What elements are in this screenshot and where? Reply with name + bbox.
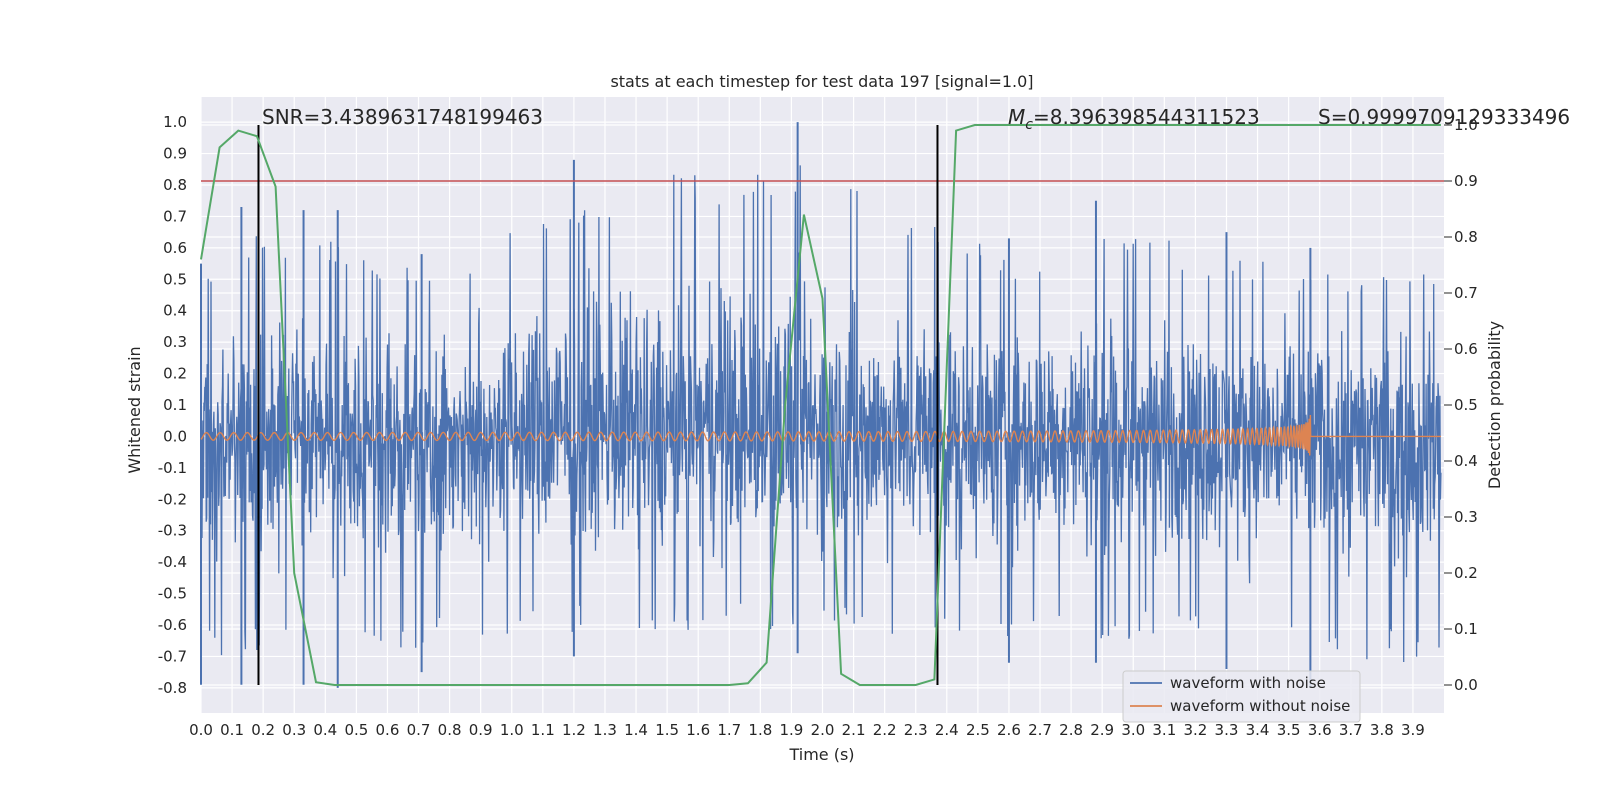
right-y-tick-label: 0.6 bbox=[1454, 340, 1478, 358]
x-tick-label: 1.7 bbox=[717, 721, 741, 739]
left-y-tick-label: 1.0 bbox=[163, 113, 187, 131]
right-y-tick-labels: 1.0 0.9 0.8 0.7 0.6 0.5 0.4 0.3 0.2 0.1 0.0 bbox=[1444, 116, 1478, 694]
legend: waveform with noise waveform without noi… bbox=[1122, 670, 1361, 723]
chirp-mass-annotation: Mc=8.396398544311523 bbox=[1008, 105, 1260, 133]
left-y-tick-label: 0.9 bbox=[163, 145, 187, 163]
left-y-tick-label: -0.2 bbox=[158, 490, 187, 508]
x-tick-label: 1.4 bbox=[624, 721, 648, 739]
left-y-tick-label: 0.4 bbox=[163, 302, 187, 320]
x-tick-label: 2.2 bbox=[873, 721, 897, 739]
x-tick-label: 3.0 bbox=[1121, 721, 1145, 739]
left-y-tick-label: 0.2 bbox=[163, 365, 187, 383]
detection-probability-series bbox=[200, 124, 1441, 686]
right-y-tick-label: 0.9 bbox=[1454, 172, 1478, 190]
x-tick-label: 0.5 bbox=[344, 721, 368, 739]
x-tick-labels: 0.0 0.1 0.2 0.3 0.4 0.5 0.6 0.7 0.8 0.9 1.0 1.1 1.2 1… bbox=[189, 721, 1425, 739]
left-y-tick-label: 0.8 bbox=[163, 176, 187, 194]
waveform-with-noise-series bbox=[200, 122, 1442, 688]
x-tick-label: 3.3 bbox=[1215, 721, 1239, 739]
left-y-tick-label: -0.8 bbox=[158, 679, 187, 697]
left-y-tick-label: 0.6 bbox=[163, 239, 187, 257]
left-y-tick-label: -0.6 bbox=[158, 616, 187, 634]
x-tick-label: 3.8 bbox=[1370, 721, 1394, 739]
x-tick-label: 3.2 bbox=[1183, 721, 1207, 739]
left-y-tick-label: -0.3 bbox=[158, 522, 187, 540]
x-tick-label: 3.7 bbox=[1339, 721, 1363, 739]
x-tick-label: 0.9 bbox=[469, 721, 493, 739]
right-y-tick-label: 1.0 bbox=[1454, 116, 1478, 134]
x-tick-label: 2.0 bbox=[811, 721, 835, 739]
left-y-axis-label: Whitened strain bbox=[125, 346, 144, 473]
left-y-tick-label: 0.7 bbox=[163, 207, 187, 225]
x-tick-label: 2.9 bbox=[1090, 721, 1114, 739]
x-tick-label: 3.4 bbox=[1246, 721, 1270, 739]
x-tick-label: 0.1 bbox=[220, 721, 244, 739]
x-tick-label: 2.5 bbox=[966, 721, 990, 739]
x-tick-label: 2.8 bbox=[1059, 721, 1083, 739]
noisy-waveform-line bbox=[200, 165, 1442, 663]
left-y-tick-label: -0.1 bbox=[158, 459, 187, 477]
x-tick-label: 2.4 bbox=[935, 721, 959, 739]
x-tick-label: 1.1 bbox=[531, 721, 555, 739]
x-tick-label: 0.6 bbox=[376, 721, 400, 739]
x-tick-label: 1.5 bbox=[655, 721, 679, 739]
right-y-tick-label: 0.3 bbox=[1454, 508, 1478, 526]
right-y-tick-label: 0.7 bbox=[1454, 284, 1478, 302]
x-tick-label: 3.5 bbox=[1277, 721, 1301, 739]
chart-title: stats at each timestep for test data 197… bbox=[610, 72, 1033, 91]
chirp-mass-subscript: c bbox=[1025, 117, 1033, 133]
right-y-tick-label: 0.5 bbox=[1454, 396, 1478, 414]
x-tick-label: 0.2 bbox=[251, 721, 275, 739]
x-tick-label: 3.1 bbox=[1152, 721, 1176, 739]
x-tick-label: 1.9 bbox=[779, 721, 803, 739]
x-tick-label: 0.8 bbox=[438, 721, 462, 739]
chirp-mass-value: =8.396398544311523 bbox=[1033, 105, 1260, 129]
x-axis-label: Time (s) bbox=[788, 745, 854, 764]
left-y-tick-label: -0.4 bbox=[158, 553, 187, 571]
left-y-tick-label: 0.5 bbox=[163, 270, 187, 288]
legend-label-noisy: waveform with noise bbox=[1170, 674, 1326, 692]
right-y-tick-label: 0.1 bbox=[1454, 620, 1478, 638]
left-y-tick-label: -0.5 bbox=[158, 585, 187, 603]
x-tick-label: 1.6 bbox=[686, 721, 710, 739]
x-tick-label: 0.4 bbox=[313, 721, 337, 739]
right-y-tick-label: 0.2 bbox=[1454, 564, 1478, 582]
right-y-tick-label: 0.8 bbox=[1454, 228, 1478, 246]
left-y-tick-label: 0.0 bbox=[163, 427, 187, 445]
right-y-tick-label: 0.4 bbox=[1454, 452, 1478, 470]
x-tick-label: 3.9 bbox=[1401, 721, 1425, 739]
x-tick-label: 1.2 bbox=[562, 721, 586, 739]
detection-probability-line bbox=[200, 124, 1441, 686]
s-annotation: S=0.9999709129333496 bbox=[1318, 105, 1570, 129]
right-y-tick-label: 0.0 bbox=[1454, 676, 1478, 694]
left-y-tick-label: 0.1 bbox=[163, 396, 187, 414]
x-tick-label: 1.0 bbox=[500, 721, 524, 739]
left-y-tick-label: -0.7 bbox=[158, 647, 187, 665]
legend-label-clean: waveform without noise bbox=[1170, 697, 1350, 715]
x-tick-label: 2.7 bbox=[1028, 721, 1052, 739]
legend-box bbox=[1122, 670, 1361, 723]
x-tick-label: 0.0 bbox=[189, 721, 213, 739]
x-tick-label: 3.6 bbox=[1308, 721, 1332, 739]
x-tick-label: 1.8 bbox=[748, 721, 772, 739]
x-tick-label: 0.3 bbox=[282, 721, 306, 739]
left-y-tick-labels: 1.0 0.9 0.8 0.7 0.6 0.5 0.4 0.3 0.2 0.1 0.0 -0.1 -0.… bbox=[158, 113, 187, 697]
snr-annotation: SNR=3.4389631748199463 bbox=[262, 105, 543, 129]
x-tick-label: 0.7 bbox=[407, 721, 431, 739]
clean-waveform-line bbox=[200, 415, 1441, 456]
x-tick-label: 2.1 bbox=[842, 721, 866, 739]
chirp-mass-symbol: M bbox=[1008, 105, 1025, 129]
x-tick-label: 1.3 bbox=[593, 721, 617, 739]
right-y-axis-label: Detection probability bbox=[1485, 321, 1504, 489]
left-y-tick-label: 0.3 bbox=[163, 333, 187, 351]
waveform-without-noise-series bbox=[200, 415, 1441, 456]
x-tick-label: 2.3 bbox=[904, 721, 928, 739]
x-tick-label: 2.6 bbox=[997, 721, 1021, 739]
